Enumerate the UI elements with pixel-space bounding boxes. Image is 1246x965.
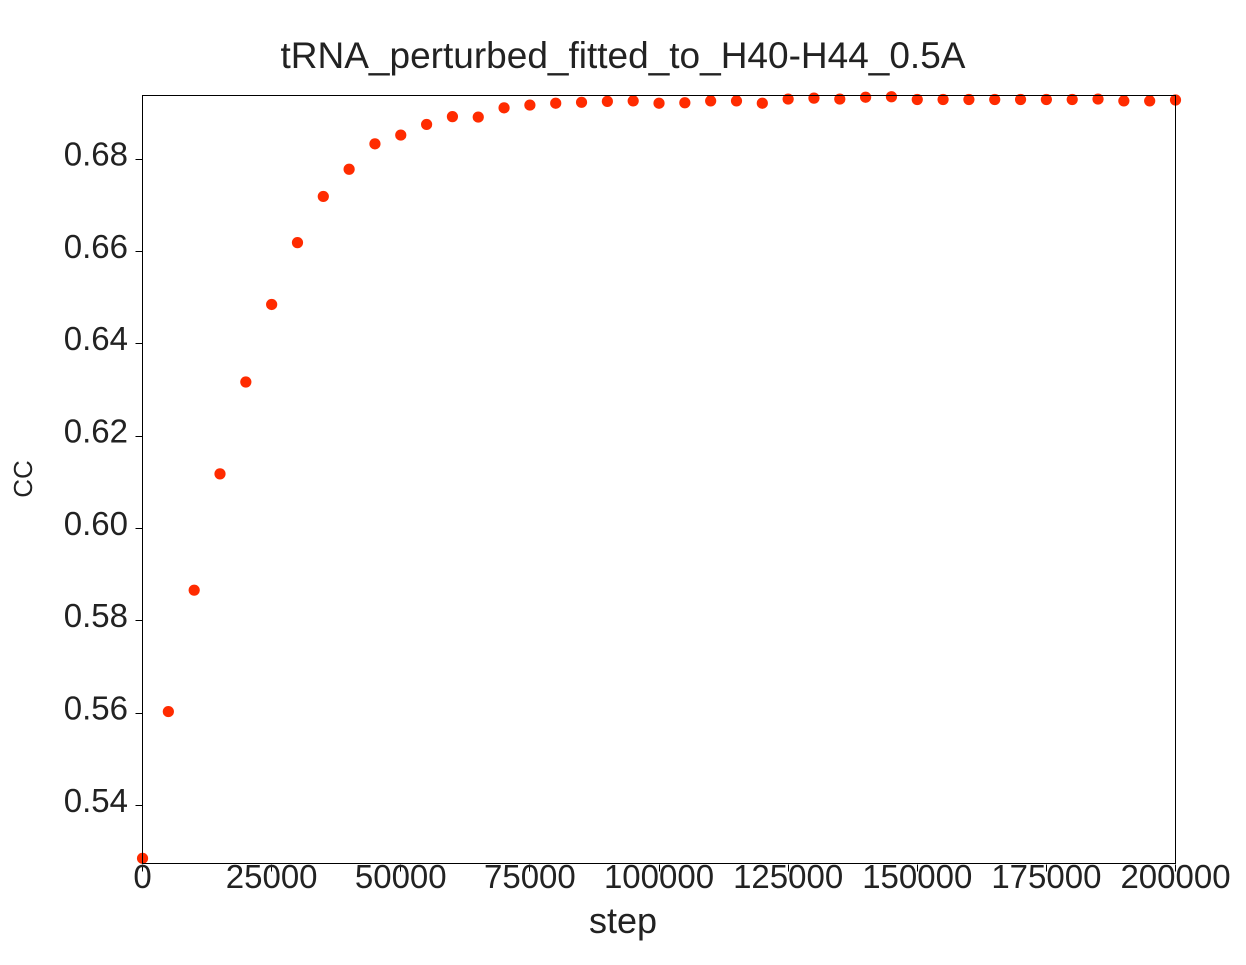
svg-text:0.62: 0.62 — [64, 413, 128, 450]
svg-text:0.60: 0.60 — [64, 505, 128, 542]
svg-text:0.66: 0.66 — [64, 228, 128, 265]
svg-text:0.54: 0.54 — [64, 782, 128, 819]
svg-text:0.58: 0.58 — [64, 597, 128, 634]
svg-text:0.64: 0.64 — [64, 320, 128, 357]
svg-text:CC: CC — [8, 460, 38, 498]
svg-text:0.56: 0.56 — [64, 690, 128, 727]
svg-text:0.68: 0.68 — [64, 136, 128, 173]
